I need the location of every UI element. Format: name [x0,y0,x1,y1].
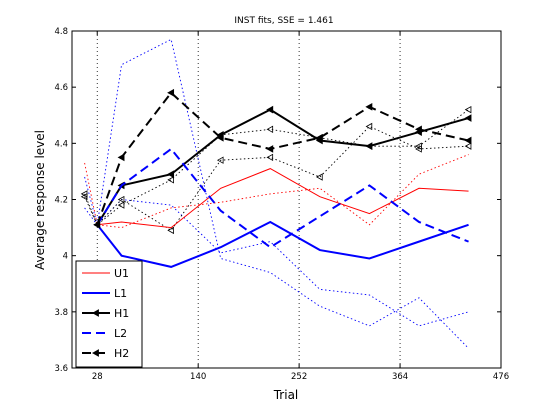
x-axis-ticks: 28 140 252 364 476 [92,31,509,382]
observed-point [80,193,88,201]
series-point-h2 [414,125,422,134]
legend-label: L2 [114,327,127,340]
series-point-h2 [464,136,472,145]
observed-line [84,109,469,226]
y-tick-label: 4.2 [54,196,68,206]
y-axis-ticks: 3.6 3.8 4 4.2 4.4 4.6 4.8 [54,27,501,374]
y-tick-label: 3.8 [54,308,68,318]
observed-line [84,38,469,349]
series-point-h1 [464,114,472,122]
y-tick-label: 4.8 [54,27,68,37]
legend-label: U1 [114,267,129,280]
legend-marker [91,349,99,357]
observed-point [266,125,274,133]
observed-point [464,105,472,114]
series-point-h2 [117,153,125,162]
observed-point [415,142,422,150]
x-tick-label: 140 [190,372,206,382]
legend-label: H2 [114,347,129,360]
series-point-h2 [266,145,274,153]
series-point-h1 [365,142,373,150]
legend-marker [91,309,99,317]
x-tick-label: 252 [291,372,307,382]
legend-label: L1 [114,287,127,300]
series-line-u1 [97,168,469,229]
y-tick-label: 4.4 [54,139,68,149]
series-point-h1 [266,105,274,114]
series-point-h2 [167,88,175,97]
x-grid [96,31,401,368]
series-line-h2 [96,91,469,226]
observed-point [167,176,174,184]
legend: U1 L1 H1 L2 H2 [75,260,143,368]
y-tick-label: 4 [63,252,68,262]
legend-label: H1 [114,307,129,320]
x-axis-label: Trial [273,388,299,402]
series-line-l2 [96,147,469,249]
x-tick-label: 28 [92,372,103,382]
observed-point [117,195,125,204]
series-point-h2 [365,102,373,111]
x-tick-label: 364 [392,372,408,382]
observed-point [266,153,274,162]
observed-point [464,142,472,150]
series-point-h2 [216,133,224,142]
fit-series [93,88,472,268]
chart-title: INST fits, SSE = 1.461 [234,16,333,26]
x-tick-label: 476 [493,372,509,382]
series-point-h2 [93,220,101,229]
y-tick-label: 4.6 [54,83,68,93]
observed-line [84,154,469,229]
observed-line [84,125,469,231]
series-line-l1 [96,220,469,268]
series-point-h2 [315,133,323,142]
observed-line [84,176,469,327]
observed-point [316,173,323,181]
series-point-h1 [167,170,175,179]
y-tick-label: 3.6 [54,364,68,374]
observed-point [216,156,224,164]
observed-point [117,201,125,209]
y-axis-label: Average response level [33,130,47,270]
observed-point [365,122,373,131]
observed-point [167,226,174,235]
